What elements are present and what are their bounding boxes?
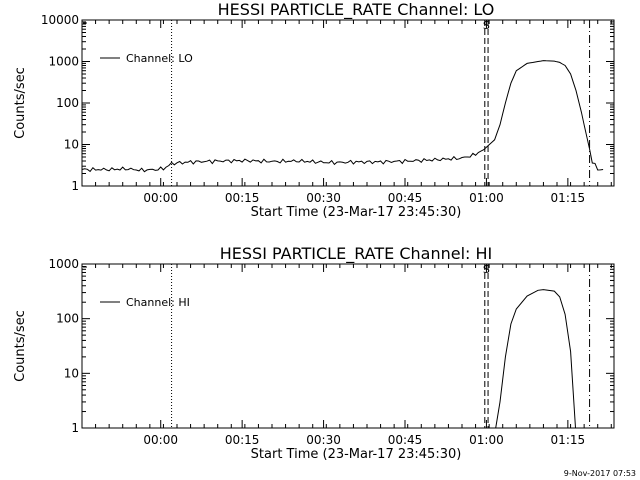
x-tick-label: 01:00 [469, 433, 504, 447]
chart-title: HESSI PARTICLE_RATE Channel: LO [218, 0, 495, 20]
y-axis-label: Counts/sec [13, 67, 28, 139]
y-axis-label: Counts/sec [13, 310, 28, 382]
y-tick-label: 1000 [48, 55, 79, 69]
plot-frame [81, 263, 615, 429]
y-tick-label: 100 [56, 96, 79, 110]
x-tick-label: 00:00 [143, 191, 178, 205]
series-line-lo [81, 60, 604, 173]
x-axis-label: Start Time (23-Mar-17 23:45:30) [251, 205, 462, 220]
x-tick-label: 00:00 [143, 433, 178, 447]
legend-label: Channel: HI [126, 296, 190, 309]
x-tick-label: 00:30 [306, 433, 341, 447]
x-axis-label: Start Time (23-Mar-17 23:45:30) [251, 447, 462, 462]
x-tick-label: 00:15 [225, 191, 260, 205]
series-line-hi [495, 289, 576, 429]
panel-hi: HESSI PARTICLE_RATE Channel: HI 1 10 100 100… [13, 244, 615, 462]
x-tick-label: 01:00 [469, 191, 504, 205]
x-tick-label: 00:30 [306, 191, 341, 205]
y-tick-label: 10 [64, 366, 79, 380]
panel-lo: HESSI PARTICLE_RATE Channel: LO 1 10 100 100… [13, 0, 615, 220]
y-tick-label: 100 [56, 312, 79, 326]
legend-label: Channel: LO [126, 52, 193, 65]
y-tick-label: 1 [71, 179, 79, 193]
marker-label: S [483, 19, 490, 32]
y-tick-label: 1000 [48, 257, 79, 271]
x-tick-label: 01:15 [551, 433, 586, 447]
timestamp-label: 9-Nov-2017 07:53 [564, 469, 636, 478]
y-tick-label: 1 [71, 421, 79, 435]
x-tick-label: 00:45 [388, 191, 423, 205]
x-tick-label: 00:15 [225, 433, 260, 447]
chart-title: HESSI PARTICLE_RATE Channel: HI [220, 244, 493, 264]
plot-frame [81, 19, 615, 187]
marker-label: S [483, 263, 490, 276]
x-tick-label: 00:45 [388, 433, 423, 447]
x-tick-label: 01:15 [551, 191, 586, 205]
y-tick-label: 10 [64, 138, 79, 152]
y-tick-label: 10000 [41, 13, 79, 27]
